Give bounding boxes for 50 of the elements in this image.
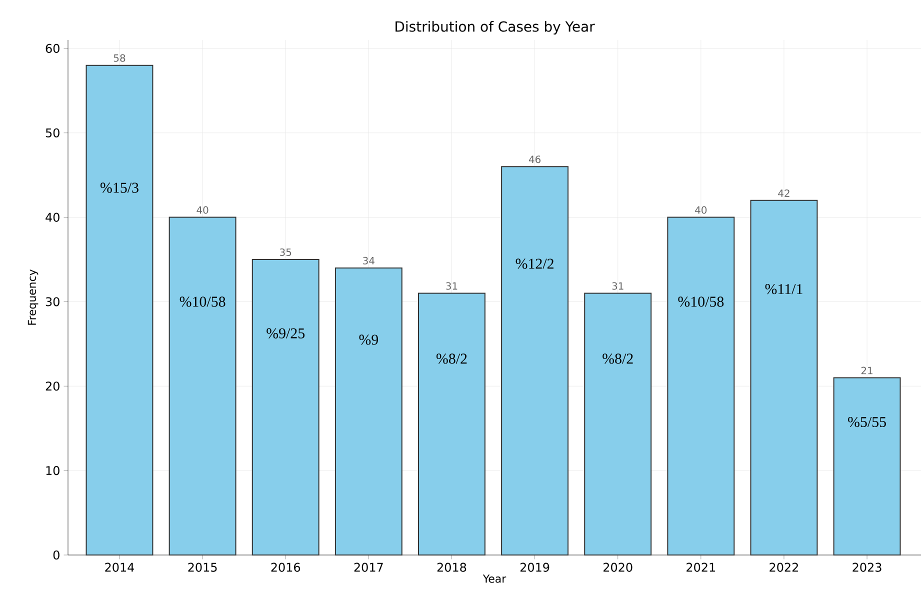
data-label: 40 [196,206,208,214]
x-tick-label: 2019 [520,562,550,572]
x-tick-label: 2015 [188,562,217,572]
y-tick-label: 10 [46,466,60,476]
bar [252,259,320,556]
annotation: %10/58 [678,296,724,307]
data-label: 34 [363,256,374,264]
x-tick-label: 2020 [604,562,632,572]
annotation: %8/2 [436,354,467,364]
x-tick-label: 2014 [105,562,134,572]
annotation: %15/3 [100,182,138,193]
x-tick-label: 2022 [770,562,798,572]
annotation: %12/2 [516,258,554,269]
y-tick-label: 60 [46,44,60,53]
annotation: %5/55 [848,416,886,428]
y-tick-label: 0 [53,550,60,560]
data-label: 31 [446,282,458,290]
annotation: %11/1 [765,284,802,294]
bar [86,64,154,556]
bar [418,292,486,556]
y-tick-label: 30 [46,297,60,306]
x-tick-label: 2021 [686,562,716,572]
y-tick-label: 40 [46,212,60,222]
bar [833,377,901,556]
y-tick-label: 50 [46,128,60,138]
x-tick-label: 2017 [354,562,383,572]
x-axis-title: Year [482,574,506,583]
annotation: %10/58 [180,296,226,307]
bar [584,292,652,556]
bar [667,216,735,556]
annotation: %9 [359,334,378,345]
data-label: 40 [695,206,707,214]
data-label: 46 [528,156,541,164]
data-label: 42 [778,189,790,197]
annotation: %9/25 [266,328,305,338]
y-axis-title: Frequency [28,270,38,325]
bar [168,216,236,556]
data-label: 35 [280,248,292,256]
y-tick-label: 20 [46,382,60,391]
data-label: 31 [612,282,624,290]
annotation: %8/2 [602,354,633,364]
bar [750,200,818,556]
x-tick-label: 2016 [271,562,300,572]
bar [334,267,402,556]
data-label: 58 [114,54,126,62]
x-tick-label: 2018 [437,562,466,572]
data-label: 21 [861,366,872,374]
x-tick-label: 2023 [852,562,882,572]
chart-title: Distribution of Cases by Year [396,21,595,34]
bar [501,166,569,556]
